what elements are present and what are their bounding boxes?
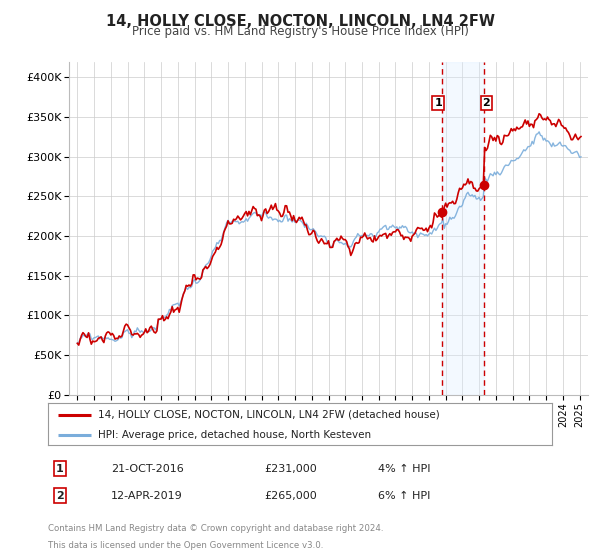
Text: Contains HM Land Registry data © Crown copyright and database right 2024.: Contains HM Land Registry data © Crown c… xyxy=(48,524,383,533)
Text: 2: 2 xyxy=(482,98,490,108)
Text: 21-OCT-2016: 21-OCT-2016 xyxy=(111,464,184,474)
Text: 6% ↑ HPI: 6% ↑ HPI xyxy=(378,491,430,501)
Text: HPI: Average price, detached house, North Kesteven: HPI: Average price, detached house, Nort… xyxy=(98,430,371,440)
Text: 2: 2 xyxy=(56,491,64,501)
Text: 1: 1 xyxy=(56,464,64,474)
Text: 14, HOLLY CLOSE, NOCTON, LINCOLN, LN4 2FW: 14, HOLLY CLOSE, NOCTON, LINCOLN, LN4 2F… xyxy=(106,14,494,29)
Text: 1: 1 xyxy=(434,98,442,108)
Text: 12-APR-2019: 12-APR-2019 xyxy=(111,491,183,501)
Text: £265,000: £265,000 xyxy=(264,491,317,501)
Text: £231,000: £231,000 xyxy=(264,464,317,474)
Text: Price paid vs. HM Land Registry's House Price Index (HPI): Price paid vs. HM Land Registry's House … xyxy=(131,25,469,38)
Text: 14, HOLLY CLOSE, NOCTON, LINCOLN, LN4 2FW (detached house): 14, HOLLY CLOSE, NOCTON, LINCOLN, LN4 2F… xyxy=(98,409,440,419)
Text: This data is licensed under the Open Government Licence v3.0.: This data is licensed under the Open Gov… xyxy=(48,541,323,550)
Bar xyxy=(442,62,484,395)
Text: 4% ↑ HPI: 4% ↑ HPI xyxy=(378,464,431,474)
